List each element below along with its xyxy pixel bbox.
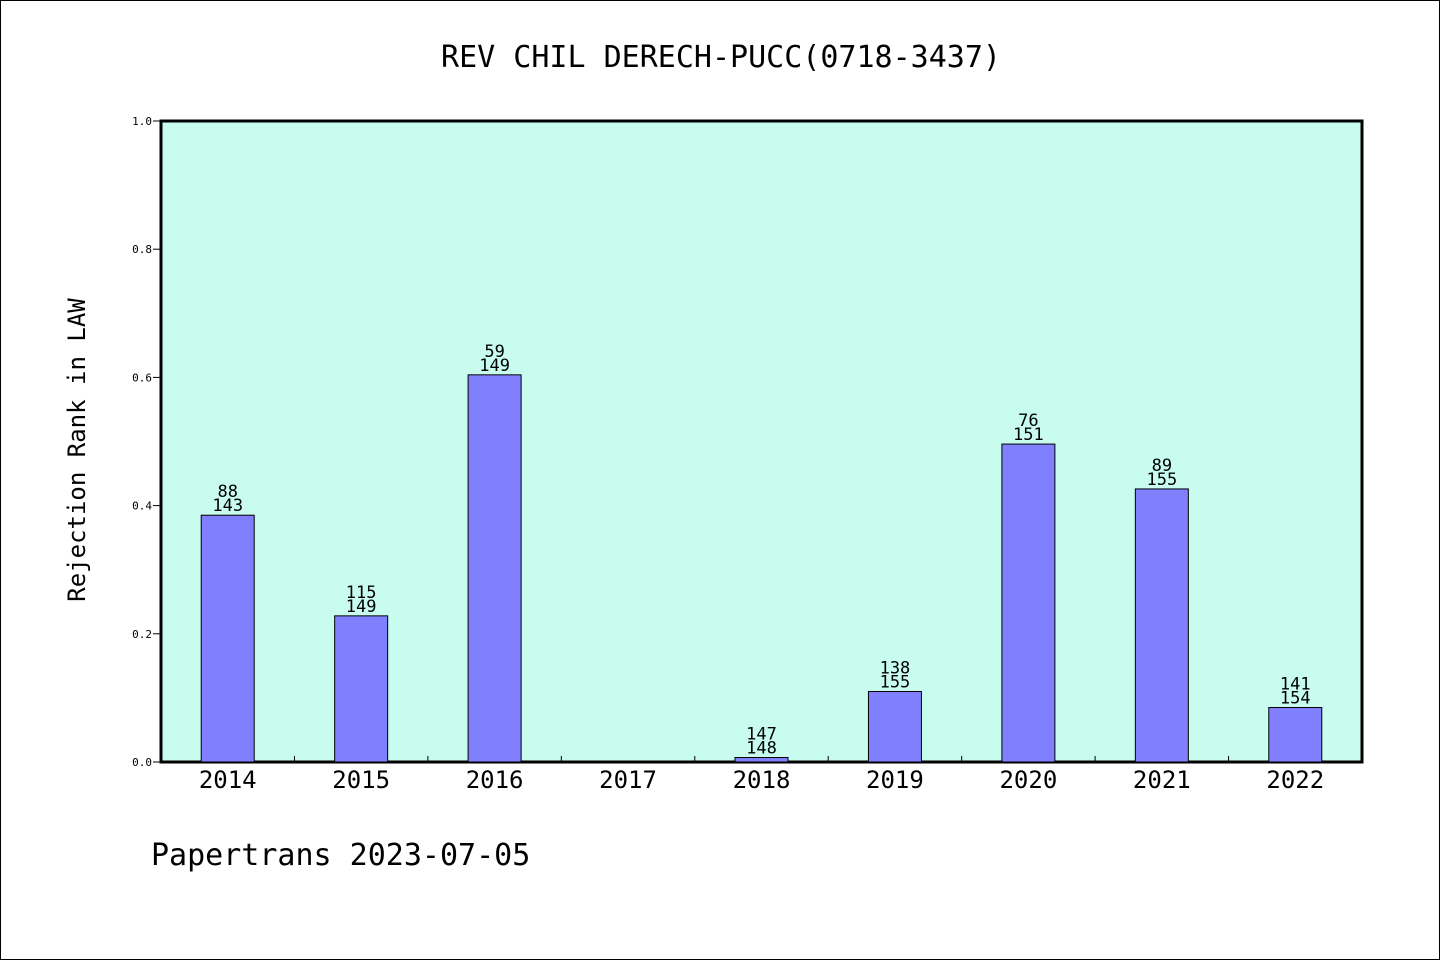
- x-axis: 2014 2015 2016 2017 2018 2019 2020 2021 2022: [199, 756, 1324, 794]
- bar-2021: [1134, 488, 1189, 763]
- bar-2014: [200, 514, 255, 763]
- footer-text: Papertrans 2023-07-05: [151, 838, 530, 873]
- bar-total-label-2022: 154: [1280, 689, 1311, 709]
- y-tick-label-4: 0.8: [132, 243, 152, 256]
- bar-2019: [867, 690, 922, 763]
- chart-title: REV CHIL DERECH-PUCC(0718-3437): [441, 40, 1001, 75]
- x-tick-label-2020: 2020: [999, 766, 1057, 794]
- bars: [200, 374, 1323, 763]
- bar-rank-label-2019: 138: [880, 658, 911, 678]
- y-tick-label-1: 0.2: [132, 628, 152, 641]
- bar-2015: [334, 615, 389, 763]
- bar-2022: [1268, 707, 1323, 763]
- bar-rank-label-2016: 59: [484, 342, 504, 362]
- bar-rank-label-2015: 115: [346, 583, 377, 603]
- bar-2018: [734, 757, 789, 763]
- bar-rank-label-2020: 76: [1018, 411, 1038, 431]
- bar-total-label-2021: 155: [1146, 470, 1177, 490]
- bar-total-label-2016: 149: [479, 356, 510, 376]
- x-tick-label-2014: 2014: [199, 766, 257, 794]
- bar-total-label-2020: 151: [1013, 425, 1044, 445]
- bar-2020: [1001, 443, 1056, 763]
- bar-total-label-2019: 155: [880, 672, 911, 692]
- bar-total-label-2014: 143: [212, 496, 243, 516]
- y-tick-label-2: 0.4: [132, 500, 152, 513]
- bar-total-label-2015: 149: [346, 597, 377, 617]
- y-tick-label-5: 1.0: [132, 115, 152, 128]
- bar-rank-label-2018: 147: [746, 725, 777, 745]
- x-tick-label-2019: 2019: [866, 766, 924, 794]
- bar-labels: 8814311514959149147148138155761518915514…: [212, 342, 1310, 759]
- x-tick-label-2022: 2022: [1266, 766, 1324, 794]
- bar-rank-label-2014: 88: [217, 482, 237, 502]
- bar-rank-label-2021: 89: [1152, 456, 1172, 476]
- y-axis: 0.0 0.2 0.4 0.6 0.8 1.0: [132, 115, 161, 769]
- y-axis-label: Rejection Rank in LAW: [63, 298, 91, 602]
- bar-rank-label-2022: 141: [1280, 675, 1311, 695]
- bar-2016: [467, 374, 522, 763]
- x-tick-label-2017: 2017: [599, 766, 657, 794]
- y-tick-label-0: 0.0: [132, 756, 152, 769]
- x-tick-label-2021: 2021: [1133, 766, 1191, 794]
- bar-total-label-2018: 148: [746, 739, 777, 759]
- y-tick-label-3: 0.6: [132, 371, 152, 384]
- x-tick-label-2018: 2018: [733, 766, 791, 794]
- x-tick-label-2016: 2016: [466, 766, 524, 794]
- x-tick-label-2015: 2015: [332, 766, 390, 794]
